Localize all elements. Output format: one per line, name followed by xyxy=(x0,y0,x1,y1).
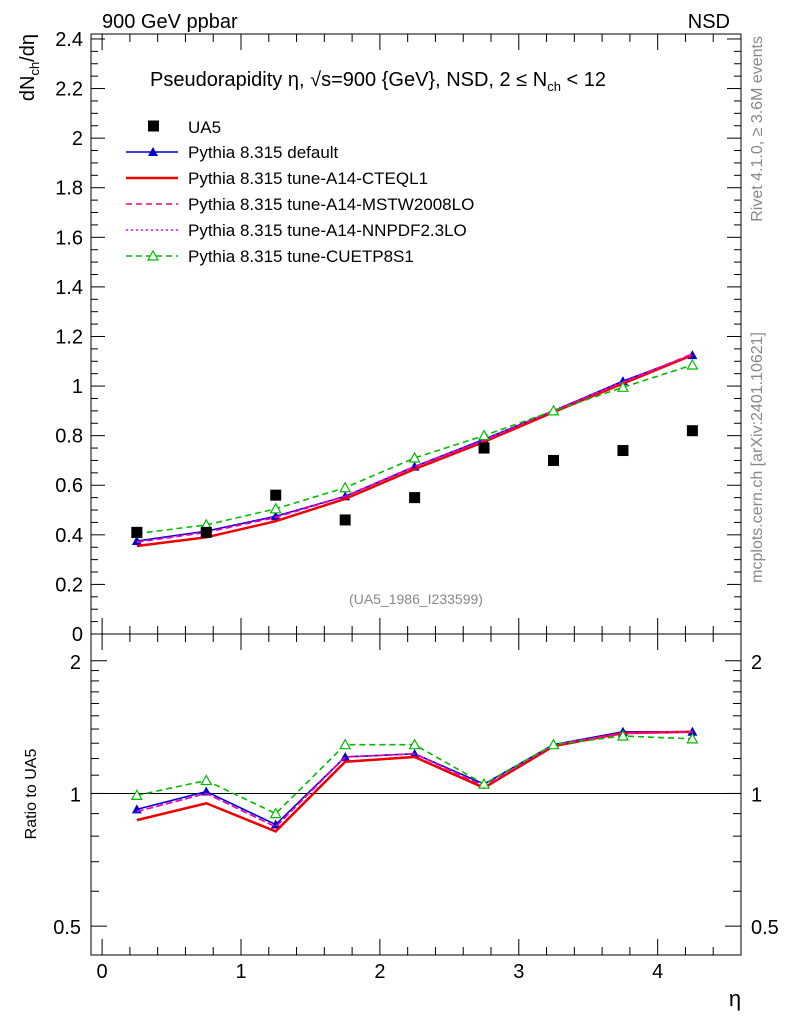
y-tick-label: 1.4 xyxy=(55,277,83,299)
chart-title: Pseudorapidity η, √s=900 {GeV}, NSD, 2 ≤… xyxy=(150,69,606,94)
y-tick-label: 2.4 xyxy=(55,29,83,51)
series-0-marker xyxy=(131,536,142,546)
legend-label-4: Pythia 8.315 tune-CUETP8S1 xyxy=(188,247,414,266)
ua5-data-point xyxy=(131,526,143,538)
ua5-data-point xyxy=(548,454,559,466)
y-tick-label: 0 xyxy=(72,624,83,646)
ratio-series-4-marker xyxy=(130,789,143,800)
ratio-tick-label: 1 xyxy=(70,784,81,806)
ratio-series-4-marker xyxy=(339,738,352,750)
ua5-data-point xyxy=(478,442,490,454)
ratio-tick-label: 2 xyxy=(70,652,81,674)
series-4-marker xyxy=(686,358,699,370)
y-tick-label: 2.2 xyxy=(55,79,83,101)
series-3-line xyxy=(136,353,693,543)
series-4-marker xyxy=(478,429,491,441)
ratio-tick-label-right: 0.5 xyxy=(751,917,779,939)
analysis-watermark: (UA5_1986_I233599) xyxy=(349,591,483,607)
legend-ua5-label: UA5 xyxy=(188,118,221,137)
y-tick-label: 1.6 xyxy=(55,227,83,249)
ratio-plot-frame xyxy=(90,633,742,956)
y-tick-label: 0.4 xyxy=(55,525,83,547)
series-4-marker xyxy=(408,451,421,463)
ua5-data-point xyxy=(200,526,212,538)
y-axis-label: dNch/dη xyxy=(17,34,42,101)
series-4-marker xyxy=(339,481,352,493)
x-tick-label: 3 xyxy=(513,961,524,983)
ua5-data-point xyxy=(339,514,351,526)
ratio-y-axis-label: Ratio to UA5 xyxy=(23,749,40,840)
ua5-data-point xyxy=(409,492,421,504)
series-4-line xyxy=(136,364,693,535)
ratio-series-4-marker xyxy=(547,738,560,750)
ratio-tick-label-right: 1 xyxy=(751,784,762,806)
x-tick-label: 1 xyxy=(235,961,246,983)
legend-label-3: Pythia 8.315 tune-A14-NNPDF2.3LO xyxy=(188,221,467,240)
y-tick-label: 0.6 xyxy=(55,475,83,497)
ratio-series-0-marker xyxy=(201,786,212,796)
series-2-line xyxy=(136,353,693,544)
ua5-data-point xyxy=(617,445,629,457)
ratio-series-4-marker xyxy=(269,807,282,819)
y-tick-label: 0.8 xyxy=(55,426,83,448)
ratio-series-0-marker xyxy=(687,726,698,736)
ratio-series-4-marker xyxy=(200,774,213,786)
series-1-line xyxy=(136,353,693,548)
ua5-data-point xyxy=(686,425,698,437)
legend-label-1: Pythia 8.315 tune-A14-CTEQL1 xyxy=(188,169,428,188)
y-tick-label: 1 xyxy=(72,376,83,398)
y-tick-label: 0.2 xyxy=(55,574,83,596)
ratio-series-4-marker xyxy=(616,729,629,741)
header-right: NSD xyxy=(688,11,730,33)
ratio-series-3-line xyxy=(136,730,693,828)
x-tick-label: 2 xyxy=(374,961,385,983)
y-tick-label: 2 xyxy=(72,128,83,150)
series-4-marker xyxy=(269,502,282,514)
x-tick-label: 0 xyxy=(97,961,108,983)
ua5-data-point xyxy=(270,489,282,501)
ratio-tick-label-right: 2 xyxy=(751,652,762,674)
series-4-marker xyxy=(547,404,560,416)
ratio-series-4-marker xyxy=(478,777,491,789)
rivet-label: Rivet 4.1.0, ≥ 3.6M events xyxy=(749,36,766,222)
mcplots-label: mcplots.cern.ch [arXiv:2401.10621] xyxy=(749,332,766,583)
series-4-marker xyxy=(616,381,629,392)
x-axis-label: η xyxy=(729,986,741,1011)
y-tick-label: 1.8 xyxy=(55,178,83,200)
series-0-marker xyxy=(270,511,281,521)
ratio-tick-label: 0.5 xyxy=(53,917,81,939)
y-tick-label: 1.2 xyxy=(55,326,83,348)
ratio-series-4-marker xyxy=(408,738,421,750)
x-tick-label: 4 xyxy=(652,961,663,983)
legend-label-2: Pythia 8.315 tune-A14-MSTW2008LO xyxy=(188,195,474,214)
series-0-line xyxy=(136,354,693,542)
legend-marker-4 xyxy=(146,249,160,261)
ratio-series-4-marker xyxy=(686,732,699,744)
header-left: 900 GeV ppbar xyxy=(102,11,238,33)
legend-label-0: Pythia 8.315 default xyxy=(188,143,339,162)
legend-marker-0 xyxy=(148,147,158,156)
legend-ua5-marker xyxy=(148,120,159,132)
